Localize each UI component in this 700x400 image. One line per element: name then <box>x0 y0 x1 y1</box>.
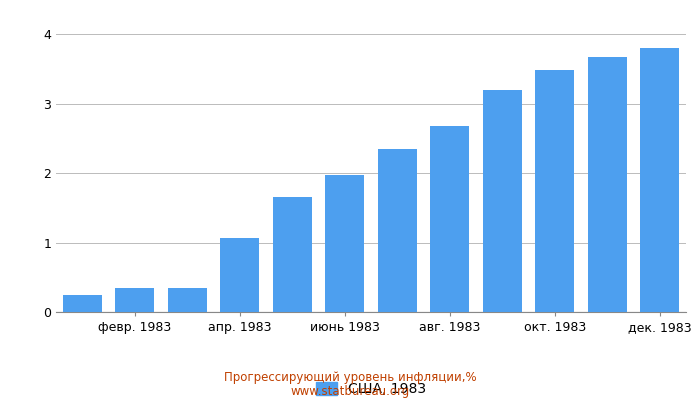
Legend: США, 1983: США, 1983 <box>310 376 432 400</box>
Text: Прогрессирующий уровень инфляции,%: Прогрессирующий уровень инфляции,% <box>224 372 476 384</box>
Bar <box>62 295 102 312</box>
Bar <box>587 57 627 312</box>
Bar <box>220 238 260 312</box>
Bar <box>167 288 207 312</box>
Bar <box>272 198 312 312</box>
Bar <box>430 126 470 312</box>
Text: www.statbureau.org: www.statbureau.org <box>290 385 410 398</box>
Bar <box>640 48 680 312</box>
Bar <box>482 90 522 312</box>
Bar <box>377 149 417 312</box>
Bar <box>325 175 365 312</box>
Bar <box>535 70 575 312</box>
Bar <box>115 288 155 312</box>
